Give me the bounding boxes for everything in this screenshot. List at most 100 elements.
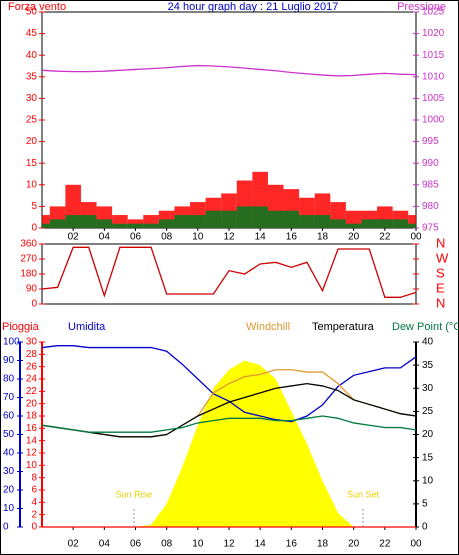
x-tick-label: 22 bbox=[379, 539, 391, 550]
y-tick-label: 12 bbox=[26, 448, 38, 459]
y-tick-label: 5 bbox=[31, 201, 37, 212]
bar bbox=[42, 215, 50, 228]
bar bbox=[361, 219, 378, 228]
y-tick-label: 2 bbox=[31, 509, 37, 520]
line bbox=[41, 382, 417, 438]
y2-tick-label: S bbox=[436, 265, 445, 280]
y-tick-label: 0 bbox=[31, 223, 37, 234]
y-tick-label: 30 bbox=[26, 337, 38, 348]
bar bbox=[205, 210, 222, 228]
legend-label: Pressione bbox=[397, 1, 446, 13]
y3-tick-label: 60 bbox=[3, 411, 15, 422]
plot-frame bbox=[41, 243, 417, 305]
y3-tick-label: 20 bbox=[3, 485, 15, 496]
y3-tick-label: 10 bbox=[3, 503, 15, 514]
y-tick-label: 24 bbox=[26, 374, 38, 385]
bar bbox=[392, 219, 409, 228]
bar bbox=[221, 210, 237, 228]
x-tick-label: 00 bbox=[410, 232, 422, 243]
y-tick-label: 40 bbox=[26, 50, 38, 61]
sun-label: Sun Set bbox=[347, 489, 380, 499]
y-tick-label: 25 bbox=[26, 115, 38, 126]
bar bbox=[112, 223, 128, 228]
bar bbox=[345, 223, 362, 228]
y2-tick-label: 25 bbox=[422, 406, 434, 417]
line bbox=[41, 246, 417, 298]
y3-tick-label: 70 bbox=[3, 392, 15, 403]
x-tick-label: 00 bbox=[410, 539, 422, 550]
line bbox=[41, 345, 417, 423]
y2-tick-label: 990 bbox=[422, 158, 439, 169]
y2-tick-label: N bbox=[436, 235, 445, 250]
bar bbox=[190, 215, 206, 228]
x-tick-label: 14 bbox=[255, 539, 267, 550]
line bbox=[41, 415, 417, 433]
y-tick-label: 0 bbox=[31, 522, 37, 533]
sun-label: Sun Rise bbox=[116, 489, 153, 499]
y-tick-label: 22 bbox=[26, 386, 38, 397]
y-tick-label: 6 bbox=[31, 485, 37, 496]
legend-label: Umidita bbox=[68, 321, 106, 333]
y-tick-label: 180 bbox=[20, 269, 37, 280]
y2-tick-label: N bbox=[436, 295, 445, 310]
y3-tick-label: 100 bbox=[3, 337, 20, 348]
y2-tick-label: 1015 bbox=[422, 50, 445, 61]
bar bbox=[143, 223, 159, 228]
x-tick-label: 02 bbox=[68, 539, 80, 550]
x-tick-label: 04 bbox=[99, 232, 111, 243]
x-tick-label: 06 bbox=[130, 232, 142, 243]
bar bbox=[174, 215, 191, 228]
y-tick-label: 0 bbox=[31, 299, 37, 310]
y-tick-label: 45 bbox=[26, 28, 38, 39]
y-tick-label: 28 bbox=[26, 349, 38, 360]
legend-label: Forza vento bbox=[8, 1, 66, 13]
legend-label: Pioggia bbox=[2, 321, 40, 333]
y3-tick-label: 50 bbox=[3, 429, 15, 440]
x-tick-label: 08 bbox=[161, 539, 173, 550]
bar bbox=[314, 215, 331, 228]
y-tick-label: 4 bbox=[31, 497, 37, 508]
y-tick-label: 270 bbox=[20, 254, 37, 265]
y2-tick-label: 30 bbox=[422, 383, 434, 394]
y-tick-label: 18 bbox=[26, 411, 38, 422]
y2-tick-label: 1020 bbox=[422, 28, 445, 39]
y-tick-label: 14 bbox=[26, 435, 38, 446]
x-tick-label: 22 bbox=[379, 232, 391, 243]
y2-tick-label: 1010 bbox=[422, 71, 445, 82]
x-tick-label: 16 bbox=[286, 232, 298, 243]
y3-tick-label: 40 bbox=[3, 448, 15, 459]
bar bbox=[42, 223, 50, 228]
x-tick-label: 20 bbox=[348, 539, 360, 550]
y2-tick-label: 20 bbox=[422, 429, 434, 440]
chart-title: 24 hour graph day : 21 Luglio 2017 bbox=[168, 1, 339, 13]
x-tick-label: 18 bbox=[317, 539, 329, 550]
y2-tick-label: 980 bbox=[422, 201, 439, 212]
bar bbox=[299, 215, 315, 228]
x-tick-label: 16 bbox=[286, 539, 298, 550]
y2-tick-label: W bbox=[436, 250, 449, 265]
y2-tick-label: 975 bbox=[422, 223, 439, 234]
y-tick-label: 30 bbox=[26, 93, 38, 104]
x-tick-label: 18 bbox=[317, 232, 329, 243]
y3-tick-label: 30 bbox=[3, 466, 15, 477]
bar bbox=[127, 223, 144, 228]
legend-label: Windchill bbox=[246, 321, 290, 333]
y-tick-label: 90 bbox=[26, 284, 38, 295]
y-tick-label: 20 bbox=[26, 136, 38, 147]
y2-tick-label: 1025 bbox=[422, 7, 445, 18]
bar bbox=[96, 219, 113, 228]
x-tick-label: 08 bbox=[161, 232, 173, 243]
y-tick-label: 16 bbox=[26, 423, 38, 434]
y2-tick-label: 5 bbox=[422, 499, 428, 510]
y2-tick-label: 0 bbox=[422, 522, 428, 533]
bar bbox=[252, 206, 268, 228]
x-tick-label: 14 bbox=[255, 232, 267, 243]
x-tick-label: 20 bbox=[348, 232, 360, 243]
y2-tick-label: 985 bbox=[422, 179, 439, 190]
y2-tick-label: 1005 bbox=[422, 93, 445, 104]
x-tick-label: 12 bbox=[223, 539, 235, 550]
y2-tick-label: 35 bbox=[422, 360, 434, 371]
bar bbox=[49, 219, 66, 228]
y-tick-label: 10 bbox=[26, 179, 38, 190]
